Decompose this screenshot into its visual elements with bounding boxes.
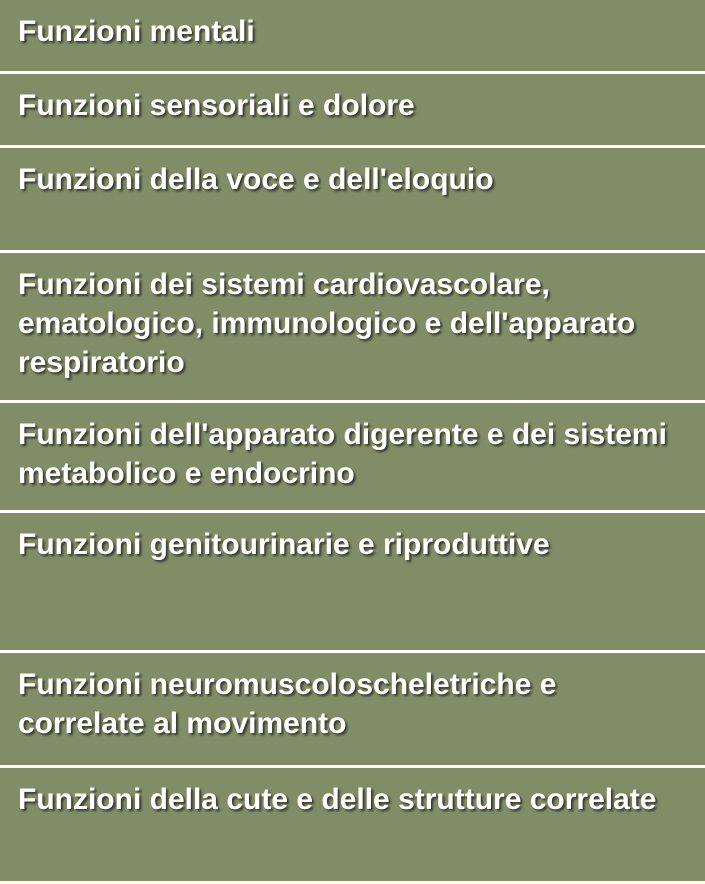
table-row: Funzioni sensoriali e dolore [0,74,705,148]
table-row: Funzioni mentali [0,0,705,74]
table-row: Funzioni dei sistemi cardiovascolare, em… [0,253,705,403]
table-row: Funzioni genitourinarie e riproduttive [0,513,705,653]
row-label: Funzioni dell'apparato digerente e dei s… [18,415,687,493]
table-row: Funzioni neuromuscoloscheletriche e corr… [0,653,705,768]
row-label: Funzioni genitourinarie e riproduttive [18,525,550,564]
row-label: Funzioni neuromuscoloscheletriche e corr… [18,665,687,743]
row-label: Funzioni della voce e dell'eloquio [18,160,494,199]
table-row: Funzioni dell'apparato digerente e dei s… [0,403,705,513]
row-label: Funzioni mentali [18,12,255,51]
row-label: Funzioni dei sistemi cardiovascolare, em… [18,265,687,382]
table-row: Funzioni della cute e delle strutture co… [0,768,705,884]
row-label: Funzioni della cute e delle strutture co… [18,780,656,819]
table-row: Funzioni della voce e dell'eloquio [0,148,705,253]
row-label: Funzioni sensoriali e dolore [18,86,415,125]
